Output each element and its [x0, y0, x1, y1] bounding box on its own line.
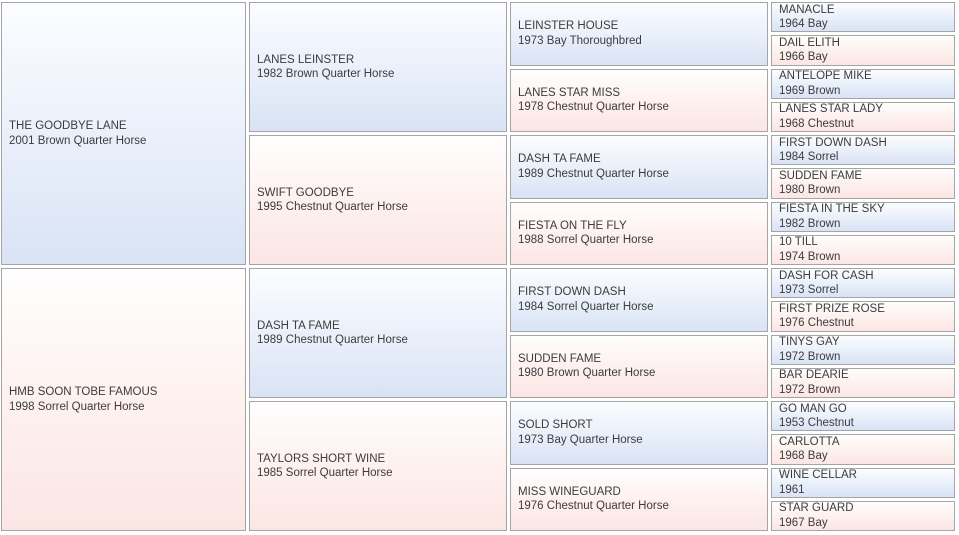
- horse-name: THE GOODBYE LANE: [9, 120, 127, 132]
- horse-name: FIRST PRIZE ROSE: [779, 302, 885, 315]
- horse-details: 1978 Chestnut Quarter Horse: [518, 101, 669, 114]
- horse-name: DASH TA FAME: [257, 319, 340, 332]
- horse-details: 1972 Brown: [779, 383, 841, 396]
- pedigree-cell[interactable]: MANACLE 1964 Bay: [771, 2, 955, 33]
- horse-details: 1980 Brown Quarter Horse: [518, 367, 656, 380]
- horse-name: STAR GUARD: [779, 502, 854, 515]
- pedigree-cell[interactable]: TAYLORS SHORT WINE 1985 Sorrel Quarter H…: [249, 401, 507, 531]
- pedigree-cell[interactable]: MISS WINEGUARD 1976 Chestnut Quarter Hor…: [510, 467, 768, 531]
- pedigree-cell[interactable]: SWIFT GOODBYE 1995 Chestnut Quarter Hors…: [249, 135, 507, 265]
- horse-name: SUDDEN FAME: [518, 352, 602, 365]
- pedigree-cell[interactable]: 10 TILL 1974 Brown: [771, 234, 955, 265]
- pedigree-cell[interactable]: FIESTA IN THE SKY 1982 Brown: [771, 201, 955, 232]
- horse-name: LANES LEINSTER: [257, 53, 355, 66]
- pedigree-cell[interactable]: SOLD SHORT 1973 Bay Quarter Horse: [510, 401, 768, 465]
- horse-details: 1989 Chestnut Quarter Horse: [257, 334, 408, 346]
- horse-name: FIRST DOWN DASH: [518, 286, 626, 299]
- horse-details: 1980 Brown: [779, 184, 841, 197]
- horse-details: 1976 Chestnut Quarter Horse: [518, 500, 669, 513]
- horse-details: 2001 Brown Quarter Horse: [9, 134, 147, 147]
- horse-name: FIRST DOWN DASH: [779, 136, 887, 149]
- horse-name: FIESTA ON THE FLY: [518, 219, 627, 232]
- horse-name: HMB SOON TOBE FAMOUS: [9, 386, 158, 398]
- pedigree-cell[interactable]: CARLOTTA 1968 Bay: [771, 434, 955, 465]
- horse-details: 1973 Bay Thoroughbred: [518, 34, 642, 47]
- horse-details: 1961: [779, 483, 805, 496]
- pedigree-cell[interactable]: FIESTA ON THE FLY 1988 Sorrel Quarter Ho…: [510, 201, 768, 265]
- pedigree-cell[interactable]: LANES STAR MISS 1978 Chestnut Quarter Ho…: [510, 68, 768, 132]
- pedigree-cell[interactable]: DAIL ELITH 1966 Bay: [771, 35, 955, 66]
- horse-name: MISS WINEGUARD: [518, 485, 621, 498]
- horse-name: GO MAN GO: [779, 402, 847, 415]
- horse-name: SUDDEN FAME: [779, 169, 863, 182]
- pedigree-cell[interactable]: THE GOODBYE LANE 2001 Brown Quarter Hors…: [1, 2, 246, 265]
- pedigree-cell[interactable]: HMB SOON TOBE FAMOUS 1998 Sorrel Quarter…: [1, 268, 246, 531]
- horse-name: DASH FOR CASH: [779, 269, 874, 282]
- horse-details: 1969 Brown: [779, 84, 841, 97]
- pedigree-cell[interactable]: BAR DEARIE 1972 Brown: [771, 367, 955, 398]
- horse-details: 1968 Bay: [779, 450, 828, 463]
- horse-details: 1984 Sorrel Quarter Horse: [518, 300, 654, 313]
- horse-details: 1972 Brown: [779, 350, 841, 363]
- pedigree-cell[interactable]: LANES STAR LADY 1968 Chestnut: [771, 101, 955, 132]
- horse-details: 1989 Chestnut Quarter Horse: [518, 167, 669, 180]
- horse-name: DAIL ELITH: [779, 36, 840, 49]
- pedigree-cell[interactable]: FIRST PRIZE ROSE 1976 Chestnut: [771, 301, 955, 332]
- horse-name: 10 TILL: [779, 236, 818, 249]
- horse-name: LANES STAR MISS: [518, 86, 621, 99]
- horse-details: 1984 Sorrel: [779, 151, 839, 164]
- horse-details: 1968 Chestnut: [779, 117, 854, 130]
- pedigree-cell[interactable]: LEINSTER HOUSE 1973 Bay Thoroughbred: [510, 2, 768, 66]
- horse-details: 1998 Sorrel Quarter Horse: [9, 400, 145, 413]
- horse-name: LANES STAR LADY: [779, 103, 883, 116]
- horse-details: 1995 Chestnut Quarter Horse: [257, 201, 408, 213]
- horse-name: DASH TA FAME: [518, 153, 601, 166]
- pedigree-cell[interactable]: DASH FOR CASH 1973 Sorrel: [771, 268, 955, 299]
- horse-details: 1973 Bay Quarter Horse: [518, 433, 643, 446]
- horse-details: 1982 Brown Quarter Horse: [257, 68, 395, 80]
- pedigree-cell[interactable]: TINYS GAY 1972 Brown: [771, 334, 955, 365]
- horse-name: TAYLORS SHORT WINE: [257, 452, 386, 465]
- horse-details: 1988 Sorrel Quarter Horse: [518, 234, 654, 247]
- pedigree-cell[interactable]: ANTELOPE MIKE 1969 Brown: [771, 68, 955, 99]
- pedigree-cell[interactable]: WINE CELLAR 1961: [771, 467, 955, 498]
- horse-details: 1982 Brown: [779, 217, 841, 230]
- pedigree-cell[interactable]: GO MAN GO 1953 Chestnut: [771, 401, 955, 432]
- horse-name: BAR DEARIE: [779, 369, 849, 382]
- horse-details: 1973 Sorrel: [779, 284, 839, 297]
- horse-name: FIESTA IN THE SKY: [779, 203, 885, 216]
- pedigree-cell[interactable]: FIRST DOWN DASH 1984 Sorrel Quarter Hors…: [510, 268, 768, 332]
- pedigree-cell[interactable]: LANES LEINSTER 1982 Brown Quarter Horse: [249, 2, 507, 132]
- horse-details: 1974 Brown: [779, 250, 841, 263]
- horse-name: ANTELOPE MIKE: [779, 70, 872, 83]
- horse-details: 1967 Bay: [779, 516, 828, 529]
- pedigree-cell[interactable]: SUDDEN FAME 1980 Brown Quarter Horse: [510, 334, 768, 398]
- horse-name: CARLOTTA: [779, 435, 840, 448]
- horse-details: 1985 Sorrel Quarter Horse: [257, 467, 393, 479]
- horse-name: SWIFT GOODBYE: [257, 186, 354, 199]
- pedigree-cell[interactable]: SUDDEN FAME 1980 Brown: [771, 168, 955, 199]
- pedigree-cell[interactable]: STAR GUARD 1967 Bay: [771, 500, 955, 531]
- horse-name: SOLD SHORT: [518, 419, 593, 432]
- horse-name: LEINSTER HOUSE: [518, 20, 619, 33]
- horse-details: 1976 Chestnut: [779, 317, 854, 330]
- horse-details: 1964 Bay: [779, 18, 828, 31]
- horse-name: TINYS GAY: [779, 336, 840, 349]
- pedigree-cell[interactable]: FIRST DOWN DASH 1984 Sorrel: [771, 135, 955, 166]
- horse-name: MANACLE: [779, 3, 835, 16]
- horse-details: 1966 Bay: [779, 51, 828, 64]
- pedigree-cell[interactable]: DASH TA FAME 1989 Chestnut Quarter Horse: [249, 268, 507, 398]
- horse-details: 1953 Chestnut: [779, 417, 854, 430]
- horse-name: WINE CELLAR: [779, 469, 857, 482]
- pedigree-cell[interactable]: DASH TA FAME 1989 Chestnut Quarter Horse: [510, 135, 768, 199]
